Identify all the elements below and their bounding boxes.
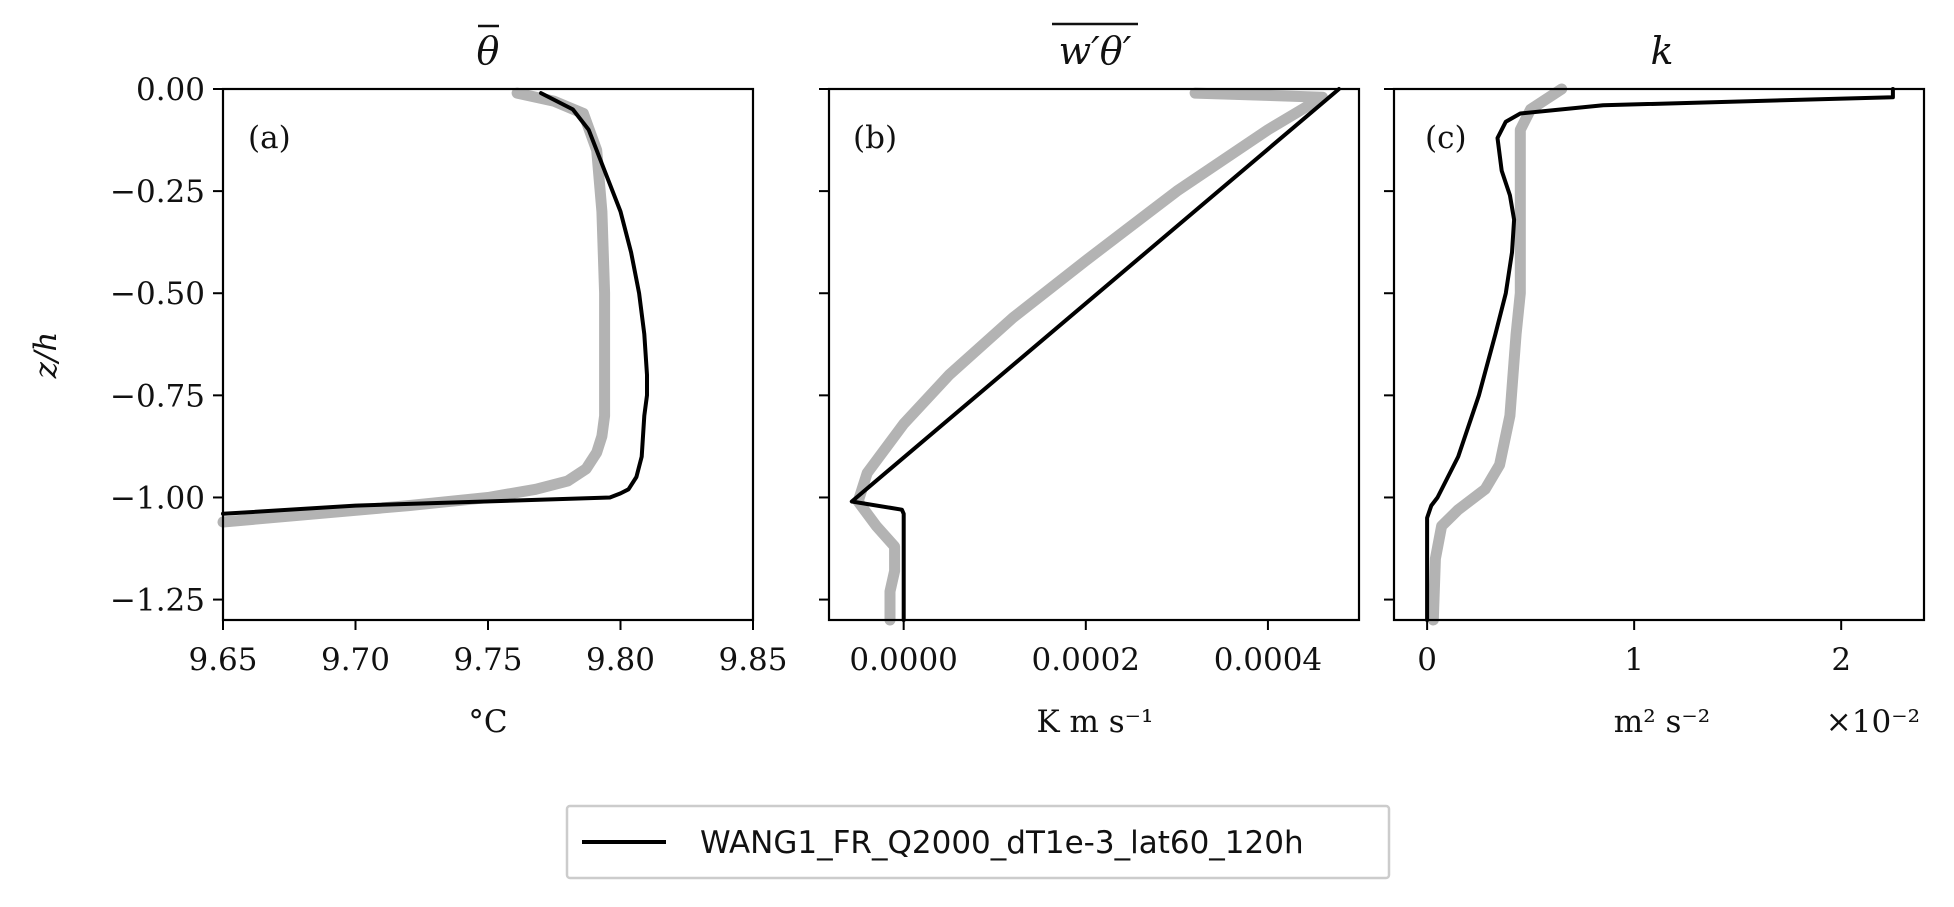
x-tick-label-a: 9.85 [718,642,787,678]
legend-entry: WANG1_FR_Q2000_dT1e-3_lat60_120h [700,825,1304,861]
panel-title-c: k [1650,29,1673,73]
y-axis-label: z/h [28,332,64,380]
series-line-black-a [221,91,649,516]
panel-flux: 0.0000 0.0002 0.0004 (b) w′θ′ K m s⁻¹ [819,22,1361,740]
legend: WANG1_FR_Q2000_dT1e-3_lat60_120h [565,804,1391,880]
y-tick-label: −1.25 [110,583,205,619]
y-tick-label: −0.50 [110,276,205,312]
y-tick-label: 0.00 [136,72,205,108]
x-tick-label-c: 0 [1417,642,1437,678]
panel-label-b: (b) [853,120,897,156]
x-axis-label-b: K m s⁻¹ [1037,704,1154,740]
y-tick-label: −0.75 [110,378,205,414]
panel-label-c: (c) [1425,120,1467,156]
x-axis-label-c: m² s⁻² [1614,704,1710,740]
panel-title-a: θ [477,24,500,73]
x-tick-label-a: 9.70 [321,642,390,678]
legend-box [565,804,1391,880]
x-tick-label-a: 9.80 [586,642,655,678]
x-tick-label-c: 1 [1624,642,1644,678]
panel-title-b-text: w′θ′ [1059,29,1132,73]
x-tick-label-b: 0.0004 [1214,642,1322,678]
x-tick-label-b: 0.0000 [849,642,957,678]
panel-title-a-text: θ [477,29,500,73]
panel-label-a: (a) [248,120,291,156]
x-axis-label-a: °C [468,704,507,740]
plot-frame-c [1392,87,1926,622]
series-line-gray-c [1427,83,1568,626]
series-line-gray-b [852,87,1329,626]
series-line-black-b [849,87,1341,622]
x-tick-label-a: 9.65 [188,642,257,678]
plot-frame-b [827,87,1361,622]
plot-frame-a [221,87,755,622]
series-line-black-c [1425,87,1895,622]
x-tick-label-c: 2 [1831,642,1851,678]
series-line-gray-a [217,87,611,528]
panel-theta: 9.65 9.70 9.75 9.80 9.85 0.00 −0.25 −0.50 −0.75 −… [110,24,788,740]
panel-title-b: w′θ′ [1052,22,1138,73]
x-tick-label-b: 0.0002 [1032,642,1140,678]
y-tick-label: −1.00 [110,480,205,516]
y-tick-label: −0.25 [110,174,205,210]
x-axis-offset-label-c: ×10⁻² [1826,704,1920,740]
panel-tke: 0 1 2 (c) k m² s⁻² ×10⁻² [1384,29,1926,740]
x-tick-label-a: 9.75 [453,642,522,678]
